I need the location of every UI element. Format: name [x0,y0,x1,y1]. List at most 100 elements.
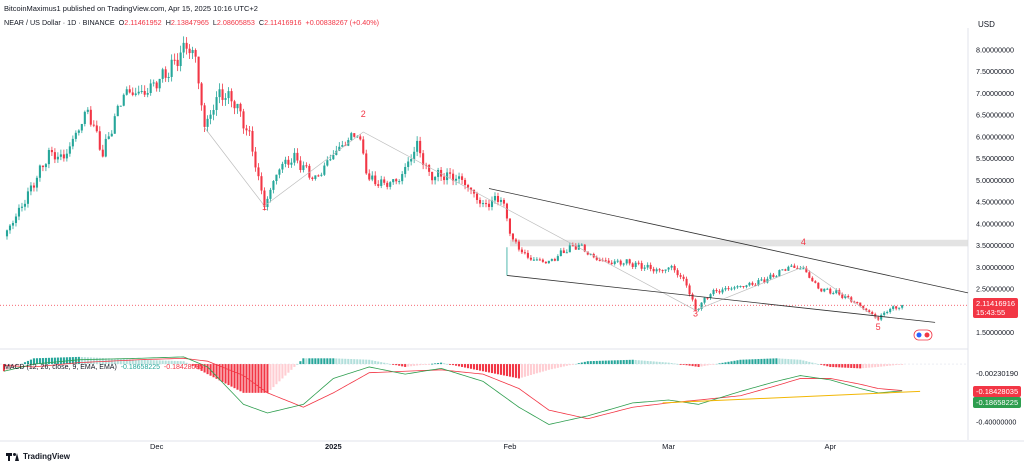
footer-brand[interactable]: TradingView [6,452,70,461]
macd-hist-bar [431,363,434,365]
candle-body [490,200,494,207]
macd-hist-bar [380,362,383,365]
macd-hist-bar [347,358,350,365]
macd-hist-bar [637,360,640,365]
candle-body [287,159,290,165]
macd-hist-bar [251,364,254,393]
candle-body [856,302,859,304]
candle-body [463,179,467,185]
candle-body [263,190,266,208]
candle-body [826,288,829,290]
candle-body [320,174,323,176]
candle-body [35,177,38,188]
macd-hist-bar [886,364,889,366]
candle-body [152,82,155,84]
candle-body [541,259,544,262]
candle-body [296,152,299,161]
macd-hist-bar [254,364,257,393]
macd-hist-bar [766,358,769,365]
candle-body [176,59,179,67]
macd-hist-bar [856,364,859,369]
candle-body [877,317,880,320]
candle-body [571,245,574,247]
candle-body [191,50,194,54]
macd-hist-bar [362,359,365,365]
price-tick-label: 7.50000000 [976,67,1014,76]
macd-hist-bar [571,364,574,365]
candle-body [850,297,853,302]
candle-body [862,305,865,309]
candle-body [643,267,646,269]
price-tick-label: 5.00000000 [976,176,1014,185]
candle-body [532,259,535,261]
candle-body [508,218,511,234]
candle-body [260,176,263,191]
candle-body [371,175,374,180]
price-tick-label: 3.00000000 [976,263,1014,272]
candle-body [410,158,413,162]
macd-hist-bar [700,364,703,367]
macd-hist-bar [478,364,482,371]
macd-hist-bar [302,358,305,365]
macd-hist-bar [284,364,287,376]
macd-hist-bar [263,364,266,393]
macd-hist-bar [763,358,766,365]
candle-body [847,295,850,298]
candle-body [682,276,685,279]
macd-hist-bar [607,360,610,365]
event-marker-icon [913,329,933,341]
macd-hist-bar [739,359,742,365]
candle-body [266,198,269,208]
symbol-name[interactable]: NEAR / US Dollar · 1D · BINANCE [4,18,115,27]
candle-body [197,56,200,84]
candle-body [11,222,15,226]
candle-body [796,267,799,269]
macd-hist-bar [224,364,227,384]
candle-body [493,196,497,201]
macd-hist-bar [694,364,697,367]
candle-body [140,90,143,92]
candle-body [137,91,140,94]
candle-body [14,216,18,223]
macd-label[interactable]: MACD (12, 26, close, 9, EMA, EMA) [4,364,117,371]
macd-hist-bar [559,364,562,368]
footer-brand-text: TradingView [23,452,70,461]
macd-hist-bar [844,364,847,368]
macd-hist-bar [667,362,670,365]
macd-hist-bar [631,359,634,365]
candle-body [434,176,437,181]
candle-body [466,184,470,188]
close-label: C [258,18,265,27]
currency-label[interactable]: USD [978,20,995,29]
candle-body [257,167,260,177]
macd-hist-bar [643,360,646,365]
macd-hist-bar [332,358,335,365]
candle-body [646,264,649,268]
candle-body [125,89,128,95]
candle-body [892,306,895,309]
candle-body [559,250,562,257]
candle-body [314,175,317,179]
low-value: 2.08605853 [216,18,255,27]
candle-body [242,111,245,129]
macd-hist-bar [742,359,745,365]
macd-hist-bar [565,364,568,366]
candle-body [880,314,883,320]
candle-body [787,266,790,271]
candle-body [179,52,182,67]
macd-hist-bar [305,358,308,365]
candle-body [149,83,152,94]
candle-body [275,174,278,182]
candle-body [386,182,389,187]
macd-hist-bar [772,358,775,365]
candle-body [401,174,404,182]
open-value: 2.11461952 [124,18,162,27]
candle-body [619,260,622,265]
macd-hist-bar [793,359,796,365]
macd-hist-bar [314,358,317,365]
candle-body [203,105,206,127]
macd-hist-bar [823,364,826,366]
macd-hist-bar [808,361,811,365]
macd-hist-bar [502,364,506,376]
